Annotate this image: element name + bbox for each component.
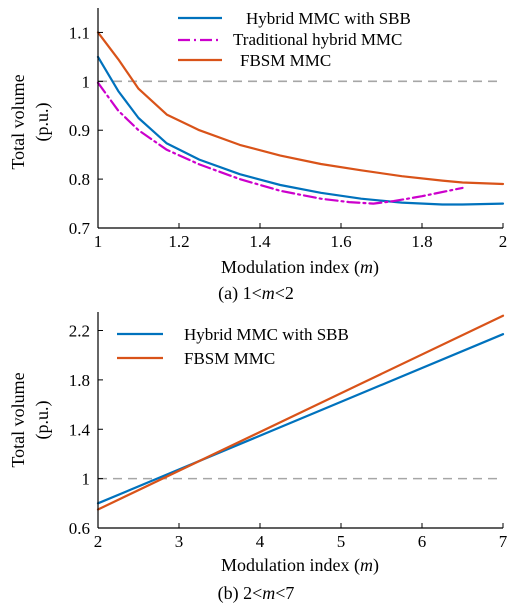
x-tick-label-a: 2 bbox=[499, 232, 508, 251]
legend-a: Hybrid MMC with SBB Traditional hybrid M… bbox=[178, 9, 411, 70]
series-line-b-hybrid-mmc-with-sbb bbox=[96, 333, 505, 505]
x-tick-label-b: 6 bbox=[418, 532, 427, 551]
legend-a-label-hybrid-sbb: Hybrid MMC with SBB bbox=[246, 9, 411, 28]
caption-a: (a) 1<m<2 bbox=[218, 283, 294, 304]
y-tick-label-b: 1.8 bbox=[69, 371, 90, 390]
chart-panel-a: (a) 1<m<2 Modulation index (m) Total vol… bbox=[8, 8, 507, 304]
series-line-a-fbsm-mmc bbox=[96, 31, 505, 186]
y-tick-label-a: 0.7 bbox=[69, 219, 91, 238]
x-tick-label-a: 1.4 bbox=[249, 232, 271, 251]
x-tick-label-b: 7 bbox=[499, 532, 508, 551]
y-tick-label-b: 1.4 bbox=[69, 420, 91, 439]
y-axis-unit-a: (p.u.) bbox=[32, 103, 53, 142]
y-axis-label-b: Total volume bbox=[8, 372, 28, 467]
y-tick-label-b: 1 bbox=[82, 470, 91, 489]
x-tick-label-b: 4 bbox=[256, 532, 265, 551]
series-line-b-fbsm-mmc bbox=[96, 314, 505, 511]
x-tick-label-a: 1.6 bbox=[330, 232, 351, 251]
y-tick-label-b: 2.2 bbox=[69, 322, 90, 341]
y-tick-label-a: 0.9 bbox=[69, 121, 90, 140]
x-tick-label-b: 5 bbox=[337, 532, 346, 551]
caption-b: (b) 2<m<7 bbox=[218, 583, 295, 604]
legend-b-label-fbsm: FBSM MMC bbox=[184, 349, 275, 368]
y-tick-label-a: 1.1 bbox=[69, 23, 90, 42]
y-axis-unit-b: (p.u.) bbox=[32, 401, 53, 440]
y-tick-label-a: 0.8 bbox=[69, 170, 90, 189]
legend-b-label-hybrid-sbb: Hybrid MMC with SBB bbox=[184, 325, 349, 344]
series-line-a-hybrid-mmc-with-sbb bbox=[96, 55, 505, 206]
y-axis-label-a: Total volume bbox=[8, 74, 28, 169]
x-tick-label-a: 1.8 bbox=[411, 232, 432, 251]
y-tick-label-b: 0.6 bbox=[69, 519, 90, 538]
legend-a-label-fbsm: FBSM MMC bbox=[240, 51, 331, 70]
x-axis-label-a: Modulation index (m) bbox=[221, 257, 379, 278]
x-tick-label-b: 2 bbox=[94, 532, 103, 551]
x-axis-label-b: Modulation index (m) bbox=[221, 555, 379, 576]
y-tick-label-a: 1 bbox=[82, 72, 91, 91]
chart-panel-b: (b) 2<m<7 Modulation index (m) Total vol… bbox=[8, 312, 508, 604]
legend-b: Hybrid MMC with SBB FBSM MMC bbox=[117, 325, 349, 368]
x-tick-label-a: 1 bbox=[94, 232, 103, 251]
x-tick-label-a: 1.2 bbox=[168, 232, 189, 251]
legend-a-label-traditional: Traditional hybrid MMC bbox=[233, 30, 402, 49]
x-tick-label-b: 3 bbox=[175, 532, 184, 551]
series-line-a-traditional-hybrid-mmc bbox=[96, 81, 464, 205]
